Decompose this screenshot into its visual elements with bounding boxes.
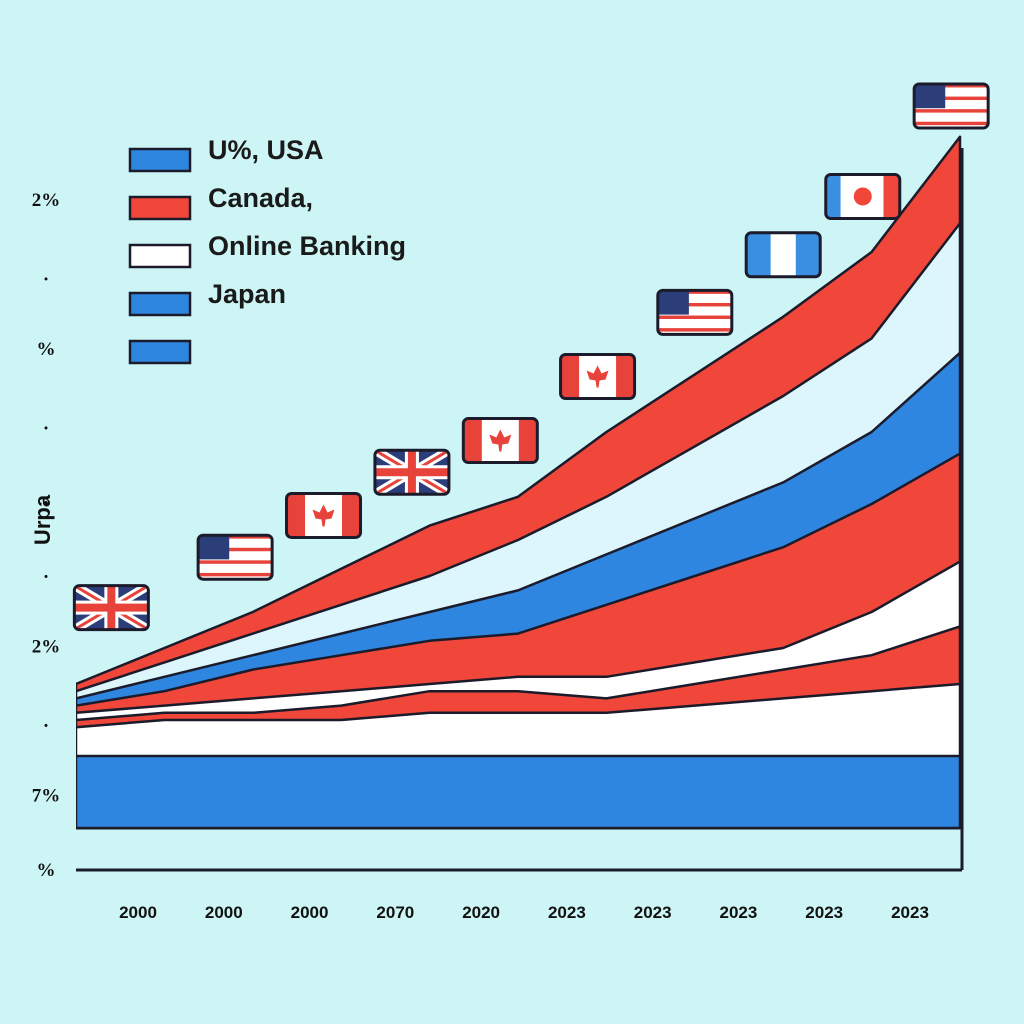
x-tick-label: 2023 [634,903,672,922]
flag-united-kingdom-4 [373,448,451,496]
x-tick-label: 2023 [805,903,843,922]
y-tick-label: . [44,488,49,509]
flag-united-kingdom-1 [72,584,150,632]
legend-label: Japan [208,279,286,309]
x-tick-label: 2020 [462,903,500,922]
flag-canada-3 [285,491,363,539]
flag-canada-6 [559,352,637,400]
x-tick-label: 2070 [376,903,414,922]
flag-japan-9 [824,172,902,220]
x-tick-label: 2000 [119,903,157,922]
x-tick-label: 2000 [205,903,243,922]
y-tick-label: 2% [32,637,61,658]
flag-usa-7 [656,288,734,336]
legend-swatch [128,291,192,317]
x-tick-label: 2000 [291,903,329,922]
series-area-1 [76,754,962,830]
flag-canada-5 [461,417,539,465]
y-tick-label: . [44,562,49,583]
x-tick-labels: 2000 2000 2000 2070 2020 2023 2023 2023 2023 2023 [119,903,929,922]
flag-argentina-8 [744,231,822,279]
flag-usa-10 [912,82,990,130]
legend-swatch [128,243,192,269]
y-tick-label: . [44,264,49,285]
y-tick-labels: 2%.%... 2%. 7%% [32,190,61,881]
legend-swatch [128,147,192,173]
y-tick-label: 2% [32,190,61,211]
legend-label: Canada, [208,183,313,213]
y-tick-label: . [44,413,49,434]
x-tick-label: 2023 [891,903,929,922]
legend-swatch [128,339,192,365]
axes [76,148,964,872]
y-tick-label: . [44,711,49,732]
flag-usa-2 [196,533,274,581]
legend: U%, USA Canada, Online Banking Japan [128,135,406,365]
flag-markers [72,82,990,632]
y-tick-label: 7% [32,786,61,807]
y-tick-label: % [37,339,56,360]
y-tick-label: % [37,860,56,881]
legend-label: Online Banking [208,231,406,261]
x-tick-label: 2023 [720,903,758,922]
legend-swatch [128,195,192,221]
y-axis-label: Urpa [30,494,55,545]
legend-label: U%, USA [208,135,324,165]
x-tick-label: 2023 [548,903,586,922]
series-areas [76,135,962,830]
